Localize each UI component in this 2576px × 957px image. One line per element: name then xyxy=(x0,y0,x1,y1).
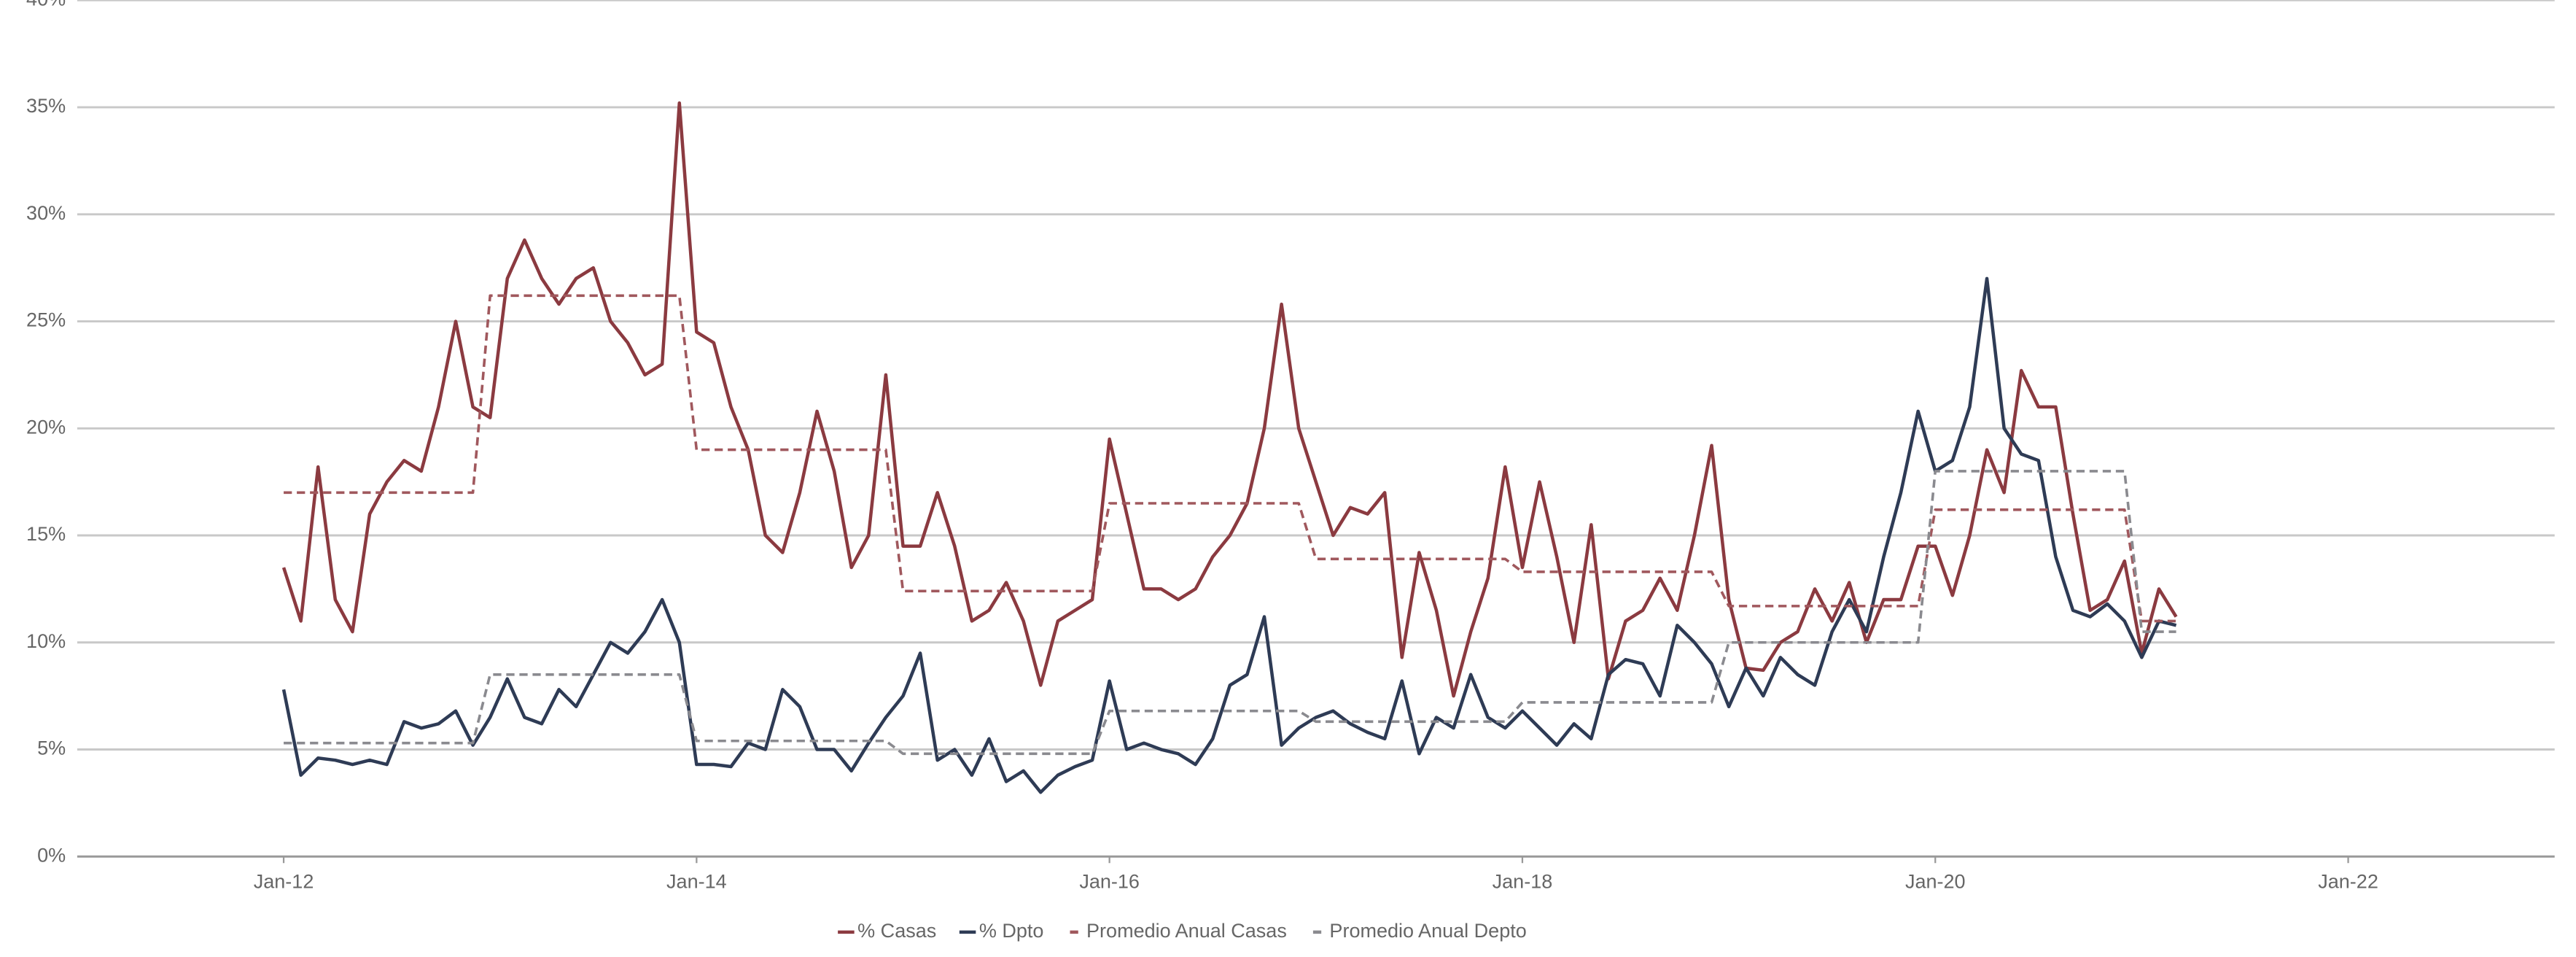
series-line xyxy=(281,276,2177,794)
legend-label: Promedio Anual Casas xyxy=(1086,920,1287,942)
legend-label: % Casas xyxy=(857,920,936,942)
x-tick-label: Jan-14 xyxy=(666,870,727,892)
y-tick-label: 0% xyxy=(37,844,66,866)
y-tick-label: 30% xyxy=(26,202,66,224)
x-tick-label: Jan-20 xyxy=(1905,870,1966,892)
series-line xyxy=(284,470,2176,756)
y-tick-label: 5% xyxy=(37,737,66,759)
x-tick-label: Jan-12 xyxy=(254,870,314,892)
series-line xyxy=(281,101,2178,698)
x-tick-label: Jan-18 xyxy=(1493,870,1553,892)
y-tick-label: 35% xyxy=(26,95,66,117)
legend-label: Promedio Anual Depto xyxy=(1329,920,1526,942)
series-line xyxy=(284,294,2176,623)
y-tick-label: 10% xyxy=(26,630,66,652)
x-tick-label: Jan-22 xyxy=(2318,870,2378,892)
y-tick-label: 15% xyxy=(26,523,66,545)
y-tick-label: 20% xyxy=(26,416,66,438)
y-tick-label: 25% xyxy=(26,309,66,331)
y-tick-label: 40% xyxy=(26,0,66,9)
legend-label: % Dpto xyxy=(979,920,1044,942)
x-tick-label: Jan-16 xyxy=(1079,870,1140,892)
